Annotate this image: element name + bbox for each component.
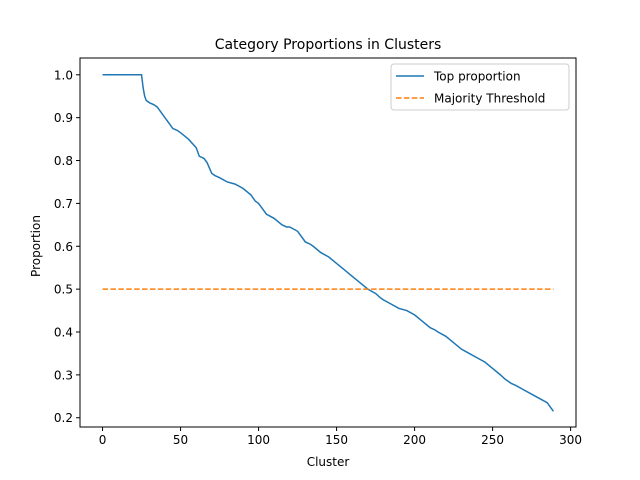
y-tick-label: 0.9 <box>54 111 73 125</box>
x-tick-label: 250 <box>481 433 504 447</box>
y-tick-label: 0.8 <box>54 154 73 168</box>
plot-area <box>79 57 577 428</box>
x-tick-label: 0 <box>99 433 107 447</box>
x-tick-label: 150 <box>325 433 348 447</box>
y-tick-label: 0.2 <box>54 411 73 425</box>
y-tick-label: 1.0 <box>54 68 73 82</box>
x-tick-label: 300 <box>559 433 582 447</box>
x-tick-label: 200 <box>403 433 426 447</box>
chart-title: Category Proportions in Clusters <box>215 37 442 53</box>
legend-box <box>390 63 570 111</box>
x-tick-label: 100 <box>247 433 270 447</box>
y-tick-label: 0.7 <box>54 197 73 211</box>
legend-label-2: Majority Threshold <box>434 92 545 106</box>
y-axis: 0.2 0.3 0.4 0.5 0.6 0.7 0.8 0.9 1.0 <box>54 68 80 425</box>
y-tick-label: 0.3 <box>54 368 73 382</box>
y-axis-label: Proportion <box>29 215 43 277</box>
y-tick-label: 0.4 <box>54 326 73 340</box>
legend: Top proportion Majority Threshold <box>390 63 570 111</box>
y-tick-label: 0.5 <box>54 283 73 297</box>
series-line-1 <box>102 74 555 412</box>
x-tick-label: 50 <box>173 433 188 447</box>
x-axis: 0 50 100 150 200 250 300 <box>99 427 582 447</box>
y-tick-label: 0.6 <box>54 240 73 254</box>
legend-label-1: Top proportion <box>433 70 521 84</box>
x-axis-label: Cluster <box>307 455 350 469</box>
plot-frame <box>79 57 577 428</box>
